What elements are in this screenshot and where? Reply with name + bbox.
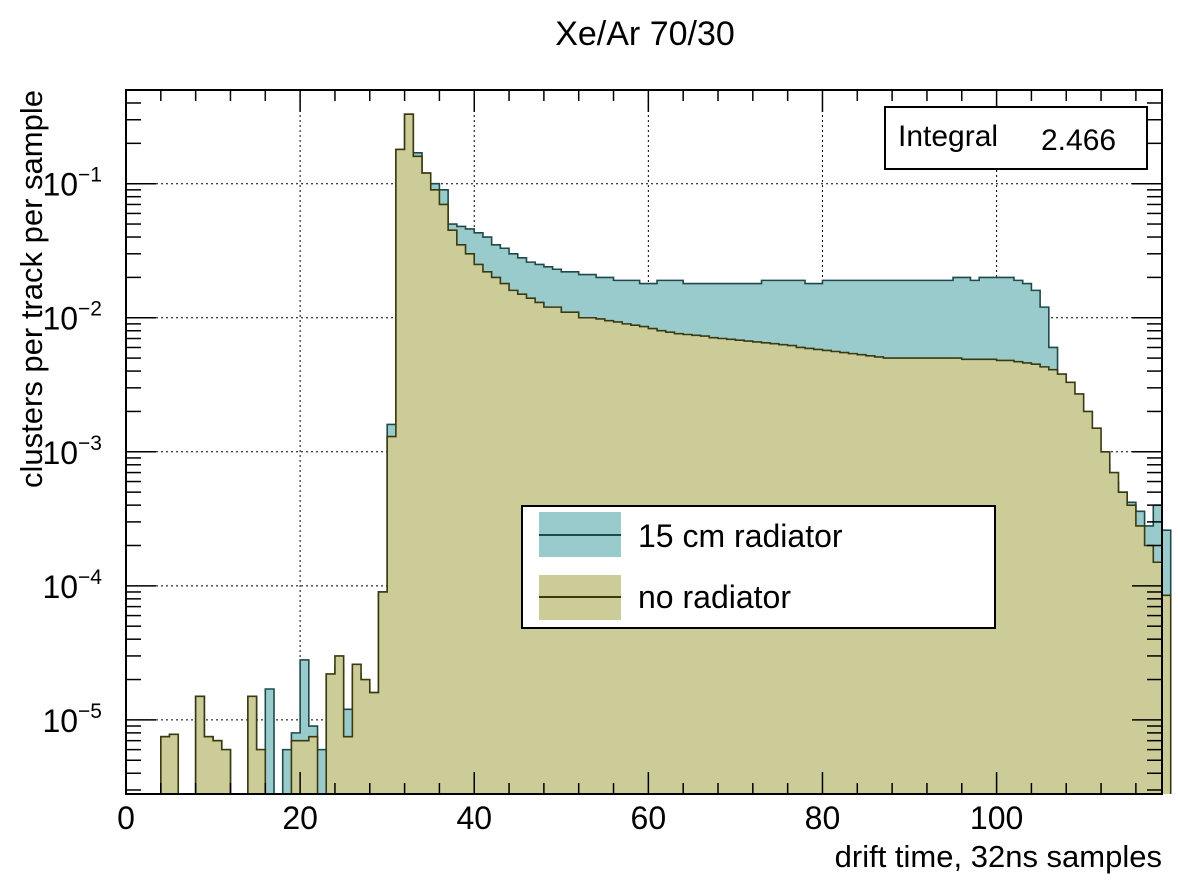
- x-tick-label: 80: [805, 800, 841, 836]
- histogram-bin: [1162, 595, 1172, 794]
- histogram-bin: [334, 655, 345, 794]
- histogram-bin: [169, 734, 179, 794]
- legend-label-15cm-radiator: 15 cm radiator: [638, 518, 843, 554]
- stats-box-frame: [884, 106, 1148, 170]
- histogram-bin: [256, 749, 266, 794]
- histogram-bin: [1101, 451, 1111, 794]
- x-tick-label: 60: [631, 800, 667, 836]
- y-tick-label: 10−2: [42, 298, 102, 337]
- histogram-bin: [1022, 362, 1032, 794]
- x-axis-label: drift time, 32ns samples: [835, 839, 1162, 874]
- histogram-bin: [308, 736, 318, 794]
- y-tick-label: 10−1: [42, 164, 102, 203]
- histogram-bin: [500, 283, 510, 794]
- histogram-bin: [1074, 393, 1085, 794]
- histogram-bin: [1057, 374, 1067, 794]
- histogram-bin: [343, 736, 353, 794]
- histogram-bin: [1005, 360, 1015, 794]
- histogram-bin: [996, 360, 1006, 794]
- stats-box-value: 2.466: [1041, 124, 1116, 157]
- histogram-bin: [1144, 545, 1154, 794]
- histogram-bin: [282, 749, 292, 794]
- histogram-bin: [422, 173, 432, 795]
- x-tick-label: 20: [282, 800, 318, 836]
- histogram-bin: [378, 591, 388, 794]
- tick-labels: 0 20 40 60 80 100 10−5 10−4 10−3 10−2 10−1: [42, 164, 1023, 836]
- histogram-bin: [1048, 369, 1058, 794]
- histogram-bin: [448, 230, 458, 794]
- histogram-bin: [221, 749, 231, 794]
- x-tick-label: 100: [970, 800, 1023, 836]
- histogram-bin: [404, 114, 414, 795]
- histogram-bin: [1040, 366, 1050, 794]
- histogram-bin: [300, 659, 310, 794]
- y-tick-label: 10−4: [42, 566, 102, 605]
- histogram-bin: [265, 689, 275, 794]
- x-tick-label: 0: [117, 800, 135, 836]
- histogram-bin: [1118, 492, 1128, 794]
- histogram-bin: [369, 692, 379, 794]
- y-tick-label: 10−3: [42, 432, 102, 471]
- histogram-bin: [1031, 364, 1041, 794]
- histogram-bin: [361, 679, 371, 794]
- ticks-layer: [125, 89, 1162, 794]
- plot-frame: [125, 89, 1163, 795]
- histogram-bin: [509, 290, 519, 794]
- histogram-bin: [456, 244, 466, 794]
- histogram-bin: [326, 673, 336, 794]
- histogram-bin: [160, 736, 170, 794]
- histogram-bin: [300, 740, 310, 794]
- histogram-bin: [1083, 411, 1093, 794]
- histogram-bin: [1127, 505, 1137, 794]
- y-tick-label: 10−5: [42, 700, 102, 739]
- histogram-bin: [474, 264, 484, 794]
- y-axis-label: clusters per track per sample: [14, 90, 49, 488]
- series-outline: [126, 113, 1172, 795]
- histogram-bin: [395, 149, 405, 795]
- histogram-bin: [1109, 472, 1119, 794]
- histogram-bin: [482, 271, 493, 795]
- histogram-bin: [1153, 562, 1163, 794]
- histogram-bin: [1135, 525, 1145, 794]
- stats-box-label: Integral: [898, 120, 998, 153]
- legend-label-no-radiator: no radiator: [638, 579, 791, 615]
- histogram-bin: [491, 277, 501, 794]
- histogram-bin: [195, 696, 205, 794]
- legend: 15 cm radiator no radiator: [521, 505, 996, 629]
- frame-layer: [125, 89, 1163, 795]
- histogram-bin: [1092, 428, 1102, 794]
- stats-box: Integral 2.466: [884, 106, 1148, 170]
- histogram-bin: [204, 736, 214, 794]
- histogram-bin: [317, 749, 327, 794]
- histogram-bin: [1066, 382, 1076, 794]
- chart-title: Xe/Ar 70/30: [555, 15, 735, 53]
- histogram-bin: [387, 436, 397, 794]
- histogram-bin: [439, 204, 449, 794]
- histogram-bin: [1014, 361, 1024, 794]
- histogram-bin: [291, 740, 301, 794]
- histogram-bin: [430, 189, 440, 794]
- histogram-bin: [413, 156, 423, 795]
- histogram-bin: [465, 253, 475, 794]
- histogram-bin: [247, 696, 257, 794]
- histogram-bin: [213, 740, 223, 794]
- x-tick-label: 40: [456, 800, 492, 836]
- histogram-bin: [352, 664, 362, 794]
